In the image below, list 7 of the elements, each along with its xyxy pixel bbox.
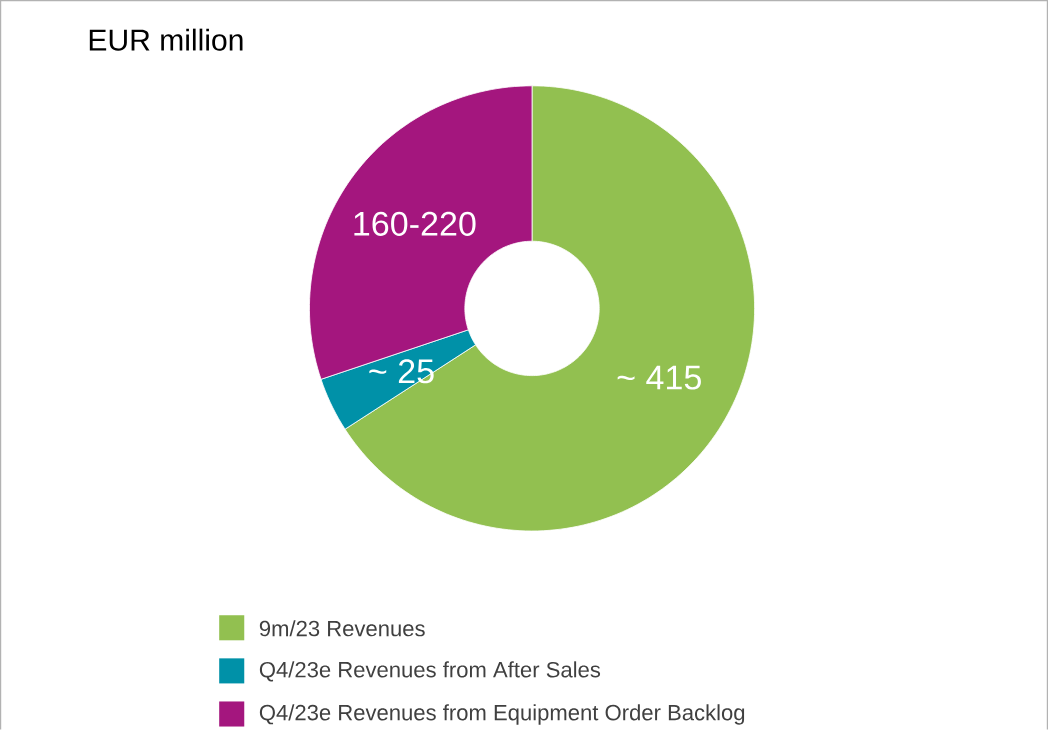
legend-label: Q4/23e Revenues from Equipment Order Backlog [259, 704, 745, 725]
chart-title: EUR million [89, 28, 243, 51]
data-label: ~ 415 [617, 365, 701, 390]
legend-label: 9m/23 Revenues [259, 620, 425, 637]
data-label: 160-220 [354, 211, 476, 236]
legend-label: Q4/23e Revenues from After Sales [259, 661, 601, 682]
data-label: ~ 25 [369, 359, 434, 384]
